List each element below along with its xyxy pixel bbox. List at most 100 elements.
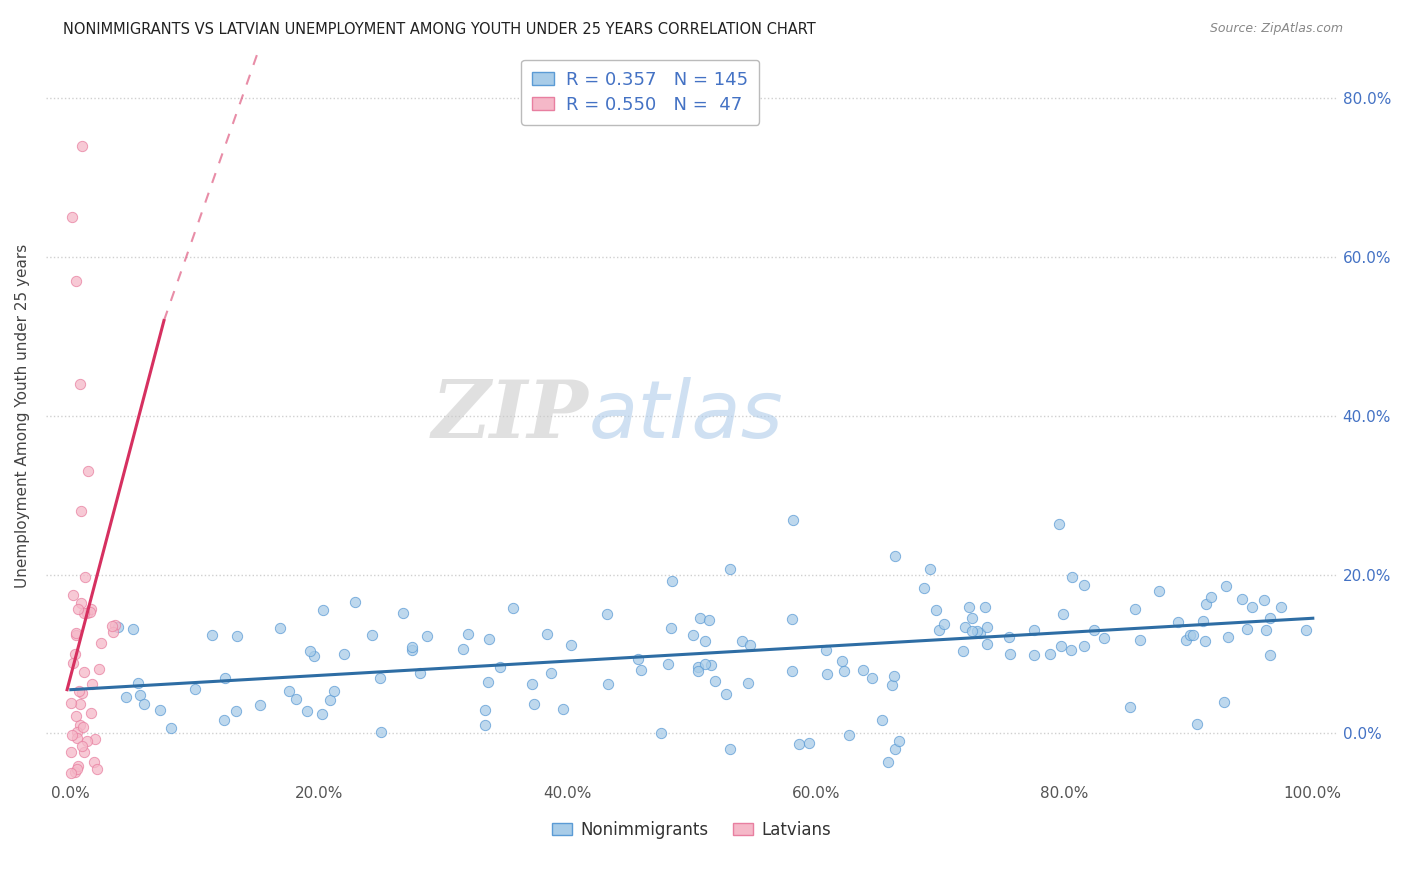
Point [415,629,437,643]
Point [1119,699,1142,714]
Point [716,687,738,701]
Point [815,667,838,681]
Point [1000,647,1022,661]
Point [969,625,991,640]
Point [697,613,720,627]
Point [474,703,496,717]
Point [884,741,907,756]
Point [976,620,998,634]
Point [474,717,496,731]
Point [650,726,672,740]
Legend: Nonimmigrants, Latvians: Nonimmigrants, Latvians [546,814,838,846]
Point [925,603,948,617]
Point [1236,622,1258,636]
Point [60,211,83,225]
Point [73,665,96,679]
Point [401,640,423,654]
Point [920,561,942,575]
Point [682,628,704,642]
Point [536,627,558,641]
Point [66,762,89,776]
Point [80,706,103,720]
Point [66,724,89,739]
Point [718,561,741,575]
Point [1060,643,1083,657]
Point [957,599,980,614]
Point [1295,624,1317,638]
Point [814,643,837,657]
Point [520,676,543,690]
Point [70,686,93,700]
Point [323,684,346,698]
Point [780,664,803,678]
Point [184,681,207,696]
Point [409,665,432,680]
Point [201,628,224,642]
Point [60,696,83,710]
Point [60,745,83,759]
Point [1052,607,1074,621]
Point [87,662,110,676]
Point [299,644,322,658]
Point [392,606,415,620]
Point [295,704,318,718]
Point [63,647,86,661]
Point [278,684,301,698]
Point [1175,632,1198,647]
Point [1258,611,1281,625]
Point [884,549,907,564]
Point [1185,717,1208,731]
Point [66,759,89,773]
Point [1232,592,1254,607]
Point [269,621,291,635]
Point [90,636,112,650]
Point [960,624,983,638]
Point [780,612,803,626]
Point [998,630,1021,644]
Point [489,660,512,674]
Point [67,601,90,615]
Point [65,709,87,723]
Point [1049,639,1071,653]
Point [693,633,716,648]
Point [686,665,709,679]
Point [838,728,860,742]
Point [225,704,247,718]
Point [1256,623,1278,637]
Point [887,734,910,748]
Point [928,624,950,638]
Y-axis label: Unemployment Among Youth under 25 years: Unemployment Among Youth under 25 years [15,244,30,588]
Point [870,713,893,727]
Point [101,625,124,640]
Point [73,606,96,620]
Point [79,605,101,619]
Point [60,728,83,742]
Point [72,739,94,753]
Point [1024,648,1046,662]
Point [1024,623,1046,637]
Point [84,732,107,747]
Point [67,684,90,698]
Point [551,702,574,716]
Point [1270,600,1292,615]
Text: NONIMMIGRANTS VS LATVIAN UNEMPLOYMENT AMONG YOUTH UNDER 25 YEARS CORRELATION CHA: NONIMMIGRANTS VS LATVIAN UNEMPLOYMENT AM… [63,22,815,37]
Point [1199,590,1222,604]
Point [1092,631,1115,645]
Point [72,720,94,734]
Point [737,676,759,690]
Point [1167,615,1189,629]
Point [311,602,333,616]
Point [661,621,683,635]
Point [129,688,152,702]
Point [212,713,235,727]
Point [1047,516,1070,531]
Point [1181,628,1204,642]
Point [63,765,86,780]
Point [70,139,93,153]
Point [953,620,976,634]
Point [127,675,149,690]
Point [883,669,905,683]
Point [1147,584,1170,599]
Point [1192,615,1215,629]
Point [540,665,562,680]
